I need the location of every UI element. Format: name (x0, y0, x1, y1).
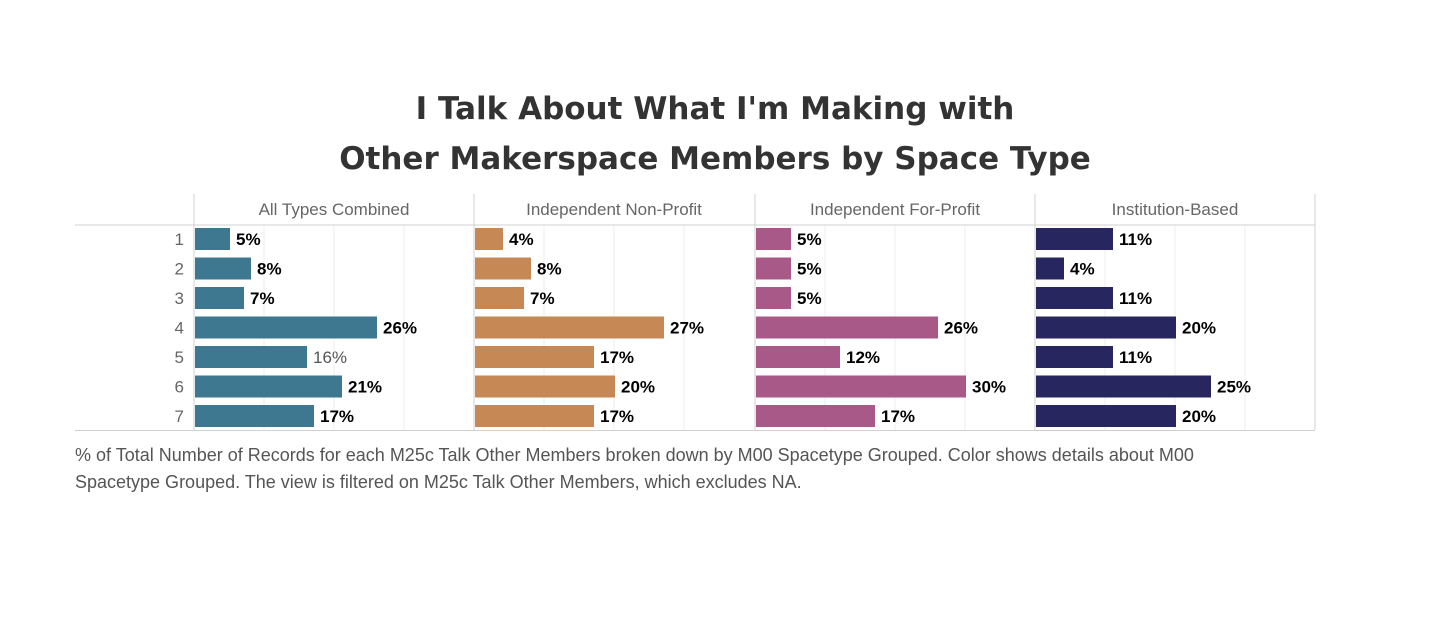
data-label: 26% (383, 319, 417, 338)
category-label: 5 (175, 348, 184, 367)
bar (756, 346, 840, 368)
data-label: 20% (621, 378, 655, 397)
category-label: 4 (175, 319, 184, 338)
data-label: 7% (250, 289, 275, 308)
bar (475, 375, 615, 398)
bar (195, 316, 377, 339)
data-label: 8% (257, 260, 282, 279)
bar (475, 257, 531, 280)
data-label: 30% (972, 378, 1006, 397)
panel-header: Independent For-Profit (810, 200, 980, 219)
data-label: 11% (1119, 289, 1152, 308)
bar (475, 228, 503, 250)
bar (1036, 257, 1064, 280)
bar (1036, 287, 1113, 309)
panel-header: All Types Combined (259, 200, 410, 219)
bar (1036, 316, 1176, 339)
data-label: 5% (797, 289, 822, 308)
bar (756, 228, 791, 250)
data-label: 17% (881, 407, 915, 426)
data-label: 5% (236, 230, 261, 249)
data-label: 21% (348, 378, 382, 397)
data-label: 12% (846, 348, 880, 367)
bar (475, 316, 664, 339)
bar (195, 346, 307, 368)
data-label: 27% (670, 319, 704, 338)
data-label: 5% (797, 260, 822, 279)
bar (756, 287, 791, 309)
data-label: 25% (1217, 378, 1251, 397)
bar (756, 257, 791, 280)
category-label: 3 (175, 289, 184, 308)
caption-line-2: Spacetype Grouped. The view is filtered … (75, 472, 802, 492)
panel-header: Institution-Based (1112, 200, 1239, 219)
category-label: 1 (175, 230, 184, 249)
data-label: 16% (313, 348, 347, 367)
bar (756, 316, 938, 339)
bar (475, 287, 524, 309)
bar (1036, 405, 1176, 427)
data-label: 4% (1070, 260, 1095, 279)
chart-title: I Talk About What I'm Making with Other … (0, 84, 1430, 184)
caption-line-1: % of Total Number of Records for each M2… (75, 445, 1194, 465)
data-label: 4% (509, 230, 534, 249)
data-label: 26% (944, 319, 978, 338)
data-label: 8% (537, 260, 562, 279)
chart-title-line-1: I Talk About What I'm Making with (415, 91, 1015, 127)
data-label: 11% (1119, 348, 1152, 367)
bar (195, 228, 230, 250)
bar (195, 375, 342, 398)
category-label: 6 (175, 378, 184, 397)
bar (1036, 346, 1113, 368)
bar (195, 405, 314, 427)
data-label: 17% (600, 348, 634, 367)
category-label: 2 (175, 260, 184, 279)
data-label: 11% (1119, 230, 1152, 249)
bar (756, 375, 966, 398)
data-label: 20% (1182, 319, 1216, 338)
data-label: 5% (797, 230, 822, 249)
chart-caption: % of Total Number of Records for each M2… (75, 442, 1355, 496)
bar (1036, 375, 1211, 398)
bar (195, 257, 251, 280)
category-label: 7 (175, 407, 184, 426)
bar (195, 287, 244, 309)
chart-title-line-2: Other Makerspace Members by Space Type (339, 141, 1091, 177)
panel-header: Independent Non-Profit (526, 200, 702, 219)
bar (475, 405, 594, 427)
data-label: 7% (530, 289, 555, 308)
bar (475, 346, 594, 368)
data-label: 17% (600, 407, 634, 426)
bar (756, 405, 875, 427)
data-label: 20% (1182, 407, 1216, 426)
bar (1036, 228, 1113, 250)
data-label: 17% (320, 407, 354, 426)
